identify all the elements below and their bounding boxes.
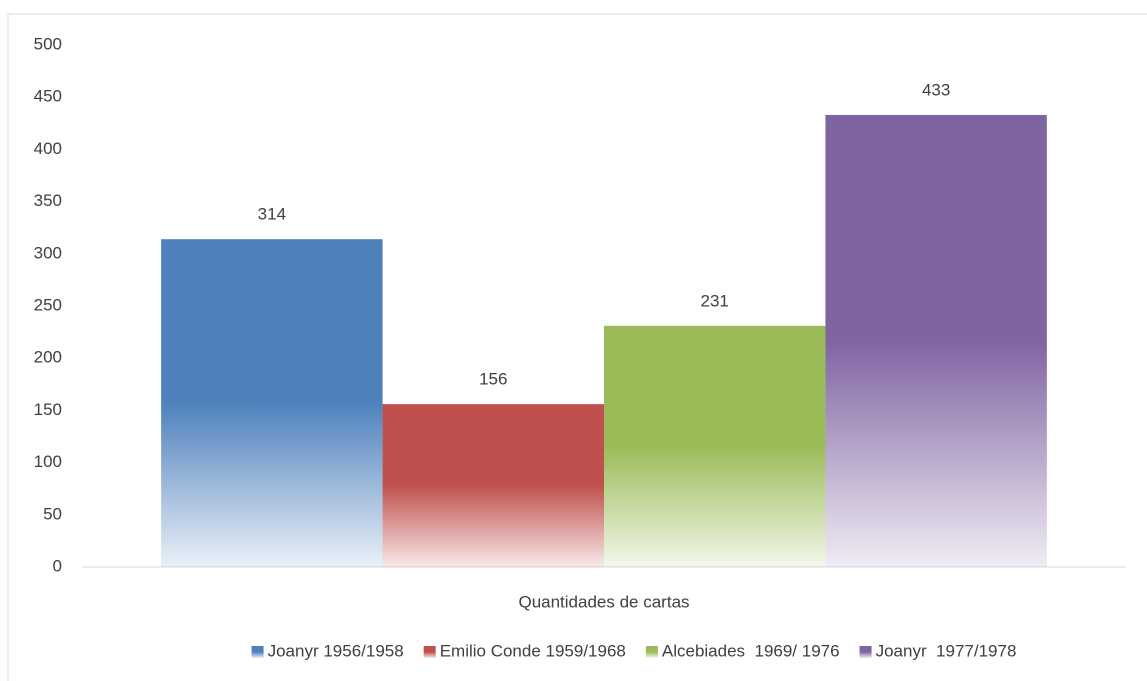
- y-tick-label: 250: [34, 295, 62, 314]
- data-label: 156: [479, 370, 507, 389]
- chart-border: [7, 13, 1147, 681]
- legend-swatch: [251, 646, 264, 658]
- legend-swatch: [645, 646, 658, 658]
- data-label: 231: [701, 291, 729, 310]
- y-tick-label: 0: [53, 556, 62, 575]
- data-label: 314: [258, 205, 286, 224]
- legend-swatch: [859, 646, 872, 658]
- y-tick-label: 300: [34, 243, 62, 262]
- legend-swatch: [423, 646, 436, 658]
- data-label: 433: [922, 80, 950, 99]
- bar: [604, 325, 826, 567]
- legend-label: Emilio Conde 1959/1968: [440, 641, 626, 660]
- y-tick-label: 100: [34, 452, 62, 471]
- y-tick-label: 50: [43, 504, 62, 523]
- legend-label: Joanyr 1977/1978: [876, 641, 1017, 660]
- y-tick-label: 400: [34, 139, 62, 158]
- y-tick-label: 350: [34, 191, 62, 210]
- y-tick-label: 200: [34, 348, 62, 367]
- y-tick-label: 150: [34, 400, 62, 419]
- legend-label: Joanyr 1956/1958: [268, 641, 404, 660]
- legend-label: Alcebiades 1969/ 1976: [662, 641, 840, 660]
- bar: [825, 114, 1047, 567]
- bar: [161, 239, 383, 567]
- y-tick-label: 450: [34, 87, 62, 106]
- x-tick-label: Quantidades de cartas: [518, 592, 689, 611]
- y-tick-label: 500: [34, 34, 62, 53]
- bar: [382, 404, 604, 567]
